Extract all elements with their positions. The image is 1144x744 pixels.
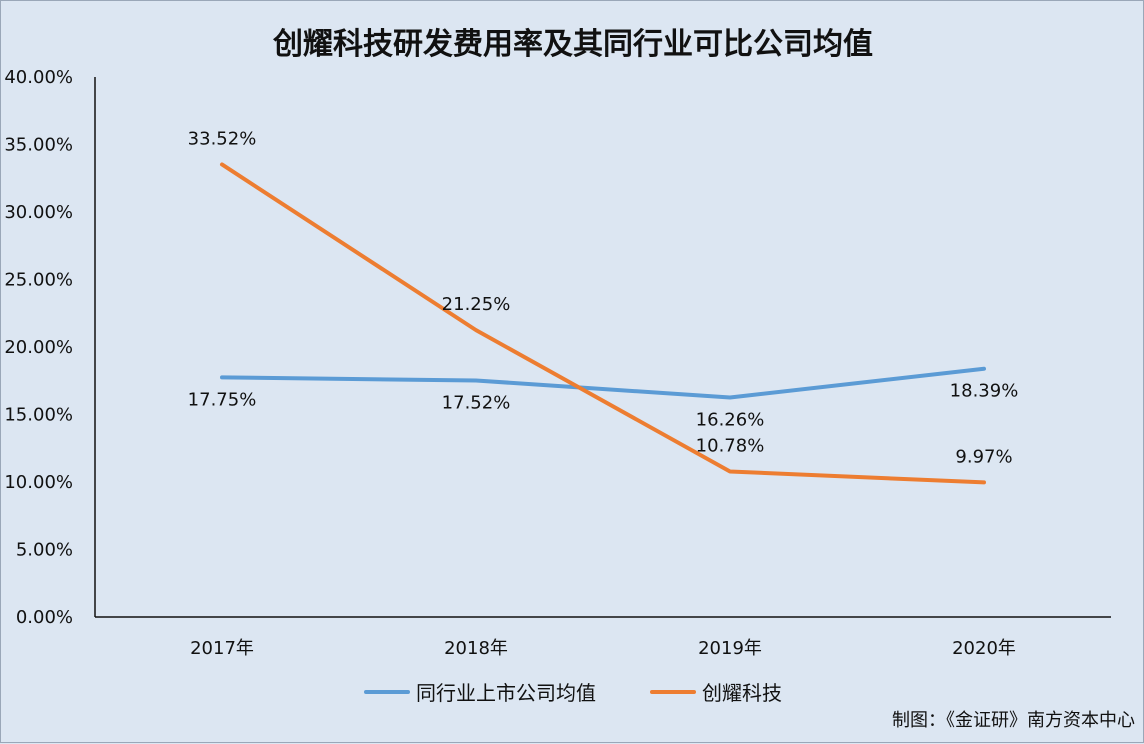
y-tick-label: 10.00% [4,472,73,493]
data-labels: 17.75% 17.52% 16.26% 18.39% 33.52% 21.25% 10.7… [188,128,1019,467]
legend-label-industry-average: 同行业上市公司均值 [416,681,596,705]
y-tick-label: 15.00% [4,405,73,426]
legend-swatch-chuangyao [650,689,696,694]
data-label-series-0: 17.52% [442,392,511,413]
data-label-series-0: 18.39% [950,381,1019,402]
legend: 同行业上市公司均值 创耀科技 [1,677,1144,706]
series-line-0 [220,366,986,400]
y-tick-label: 20.00% [4,337,73,358]
series-line-1 [220,162,986,485]
legend-label-chuangyao: 创耀科技 [702,681,782,705]
y-tick-label: 25.00% [4,270,73,291]
y-tick-label: 0.00% [16,607,73,628]
y-tick-label: 5.00% [16,540,73,561]
data-label-series-1: 33.52% [188,128,257,149]
data-label-series-1: 21.25% [442,294,511,315]
y-tick-label: 30.00% [4,202,73,223]
legend-item-chuangyao: 创耀科技 [650,677,782,706]
data-label-series-1: 10.78% [696,435,765,456]
data-label-series-0: 16.26% [696,409,765,430]
source-note: 制图：《金证研》南方资本中心 [892,710,1135,731]
x-tick-label: 2020年 [952,638,1016,659]
legend-item-industry-average: 同行业上市公司均值 [364,677,596,706]
y-tick-label: 35.00% [4,135,73,156]
x-tick-label: 2018年 [444,638,508,659]
legend-swatch-industry-average [364,689,410,694]
axes: 0.00% 5.00% 10.00% 15.00% 20.00% 25.00% 30.00%… [4,67,1111,659]
x-tick-label: 2017年 [190,638,254,659]
series-layer [220,162,986,485]
x-tick-label: 2019年 [698,638,762,659]
data-label-series-1: 9.97% [955,446,1012,467]
data-label-series-0: 17.75% [188,389,257,410]
chart-title: 创耀科技研发费用率及其同行业可比公司均值 [273,27,873,62]
y-tick-label: 40.00% [4,67,73,88]
